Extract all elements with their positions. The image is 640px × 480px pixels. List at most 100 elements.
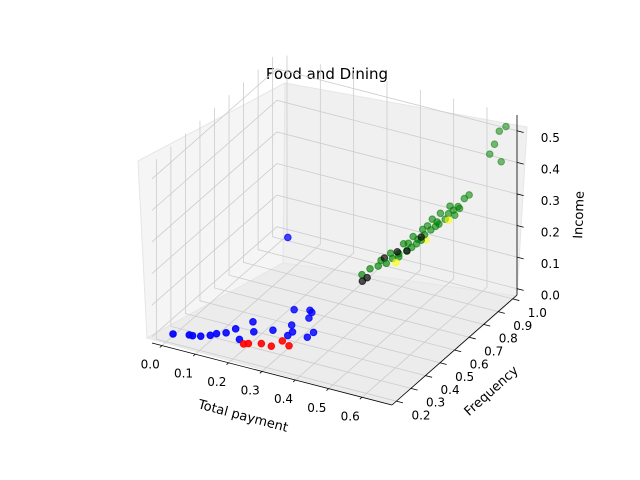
z-gridline — [151, 99, 518, 211]
data-point-green — [502, 122, 510, 131]
y-tick-mark — [498, 311, 505, 314]
y-gridline — [155, 159, 397, 402]
x-tick-mark — [192, 353, 196, 357]
x-tick-mark — [159, 345, 163, 348]
data-point-green — [382, 259, 391, 268]
data-point-yellow — [392, 258, 400, 267]
y-tick-label: 0.5 — [455, 370, 474, 384]
y-tick-label: 0.3 — [426, 396, 445, 410]
y-tick-mark — [396, 400, 404, 404]
data-point-blue — [206, 331, 215, 340]
z-tick-label: 0.3 — [541, 194, 560, 208]
y-gridline — [199, 120, 441, 364]
z-tick-mark — [516, 225, 524, 228]
x-gridline — [328, 98, 455, 389]
data-point-black — [417, 233, 426, 241]
chart-title: Food and Dining — [266, 65, 388, 83]
y-tick-label: 0.2 — [411, 408, 430, 422]
x-tick-mark — [326, 388, 329, 391]
data-point-blue — [284, 233, 292, 242]
data-point-blue — [231, 325, 240, 333]
back-pane — [282, 82, 528, 297]
z-gridline — [151, 194, 518, 306]
data-point-blue — [250, 328, 258, 336]
x-tick-mark — [259, 371, 263, 374]
x-tick-label: 0.3 — [241, 384, 260, 398]
data-point-blue — [249, 318, 257, 326]
z-gridline — [151, 163, 518, 274]
data-point-red — [239, 340, 248, 348]
x-tick-label: 0.0 — [141, 358, 160, 372]
y-tick-label: 0.8 — [499, 332, 518, 346]
data-point-green — [497, 157, 505, 166]
data-point-blue — [169, 330, 177, 338]
data-points — [169, 122, 510, 350]
y-tick-mark — [483, 324, 491, 327]
y-tick-mark — [410, 387, 418, 391]
data-point-green — [374, 262, 382, 270]
z-gridline — [151, 68, 518, 180]
data-point-blue — [303, 333, 312, 342]
x-tick-labels: 0.0 0.1 0.2 0.3 0.4 0.5 0.6 — [141, 358, 360, 424]
floor-pane — [145, 262, 519, 406]
x-gridline — [361, 107, 488, 398]
y-tick-label: 0.6 — [470, 357, 489, 371]
x-gridline — [295, 90, 421, 381]
z-gridline — [151, 226, 518, 337]
x-tick-label: 0.5 — [307, 401, 326, 415]
z-tick-label: 0.5 — [541, 131, 560, 145]
data-point-green — [366, 264, 374, 273]
y-tick-label: 0.9 — [513, 319, 532, 333]
data-point-black — [393, 247, 402, 256]
data-point-green — [460, 194, 469, 203]
data-point-green — [446, 202, 454, 210]
z-tick-labels: 0.0 0.1 0.2 0.3 0.4 0.5 — [541, 131, 560, 303]
z-tick-label: 0.1 — [541, 257, 560, 271]
z-tick-mark — [516, 193, 524, 197]
data-point-blue — [309, 328, 318, 337]
y-tick-label: 0.7 — [484, 345, 503, 359]
z-gridline — [151, 131, 518, 243]
z-axis-label: Income — [571, 191, 588, 239]
data-point-blue — [235, 335, 244, 344]
grid-lines — [151, 55, 524, 404]
data-point-black — [403, 247, 411, 255]
y-tick-mark — [439, 362, 447, 365]
x-gridline — [195, 64, 321, 355]
x-gridline — [228, 72, 355, 364]
data-point-red — [285, 341, 293, 350]
x-tick-label: 0.2 — [207, 375, 226, 389]
data-point-blue — [305, 314, 313, 322]
y-tick-mark — [454, 349, 462, 353]
data-point-green — [436, 209, 445, 218]
y-gridline — [228, 95, 470, 338]
x-tick-label: 0.6 — [341, 409, 360, 423]
y-tick-label: 1.0 — [528, 306, 547, 320]
data-point-blue — [188, 331, 197, 340]
data-point-green — [485, 150, 494, 158]
data-point-black — [358, 277, 367, 286]
x-tick-mark — [359, 396, 363, 400]
data-point-blue — [290, 305, 298, 314]
data-point-green — [409, 232, 417, 241]
x-tick-label: 0.4 — [274, 392, 293, 406]
z-tick-label: 0.0 — [541, 289, 560, 303]
data-point-blue — [287, 321, 296, 329]
x-tick-mark — [292, 379, 296, 383]
data-point-blue — [283, 331, 292, 340]
data-point-yellow — [444, 216, 453, 224]
data-point-green — [444, 209, 453, 218]
z-tick-mark — [516, 256, 524, 260]
z-tick-mark — [516, 288, 524, 291]
data-point-red — [267, 342, 276, 350]
data-point-red — [257, 339, 266, 348]
data-point-green — [435, 220, 443, 228]
y-gridline — [214, 108, 455, 351]
x-axis-line — [151, 342, 393, 406]
z-tick-label: 0.2 — [541, 226, 560, 240]
y-tick-mark — [425, 375, 433, 378]
data-point-blue — [269, 326, 277, 334]
y-tick-labels: 0.20.30.40.50.60.70.80.91.0 — [411, 306, 546, 422]
z-tick-mark — [516, 130, 524, 133]
